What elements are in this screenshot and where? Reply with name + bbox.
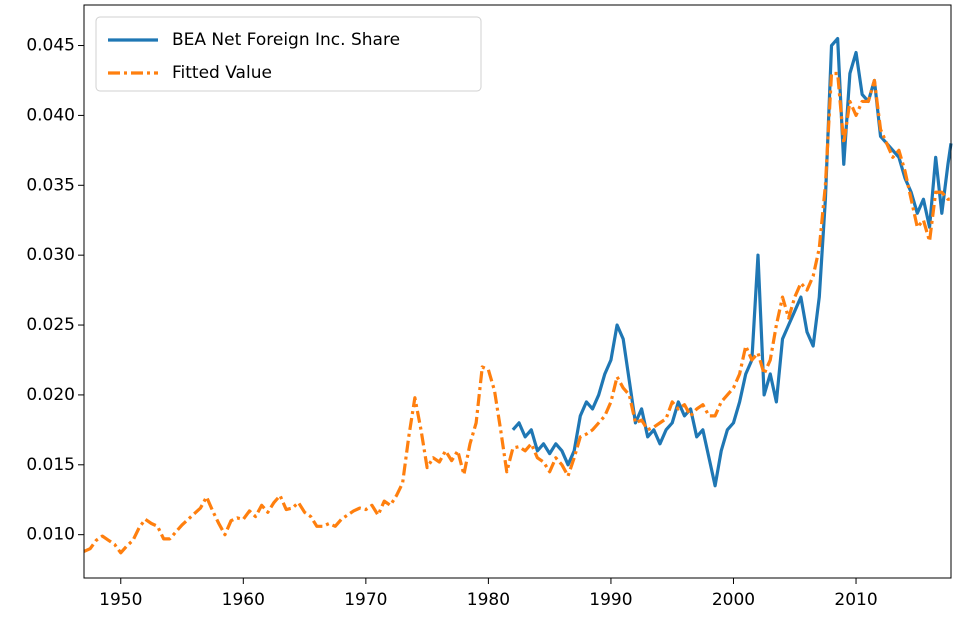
x-tick-label: 1950	[99, 590, 142, 610]
x-tick-label: 2000	[712, 590, 755, 610]
y-tick-label: 0.025	[26, 315, 75, 335]
legend-label: Fitted Value	[172, 63, 272, 83]
y-tick-label: 0.015	[26, 455, 75, 475]
y-tick-label: 0.035	[26, 175, 75, 195]
y-tick-label: 0.020	[26, 385, 75, 405]
x-tick-label: 1980	[467, 590, 510, 610]
series-line	[511, 36, 953, 488]
x-tick-label: 1960	[222, 590, 265, 610]
plot-frame	[83, 4, 952, 579]
y-tick-label: 0.040	[26, 105, 75, 125]
x-tick-label: 1970	[344, 590, 387, 610]
x-tick-label: 2010	[834, 590, 877, 610]
y-tick-label: 0.030	[26, 245, 75, 265]
x-tick-label: 1990	[589, 590, 632, 610]
series-line	[83, 71, 951, 555]
y-tick-label: 0.045	[26, 36, 75, 56]
y-tick-label: 0.010	[26, 525, 75, 545]
legend-label: BEA Net Foreign Inc. Share	[172, 30, 400, 50]
legend-box	[95, 16, 482, 92]
